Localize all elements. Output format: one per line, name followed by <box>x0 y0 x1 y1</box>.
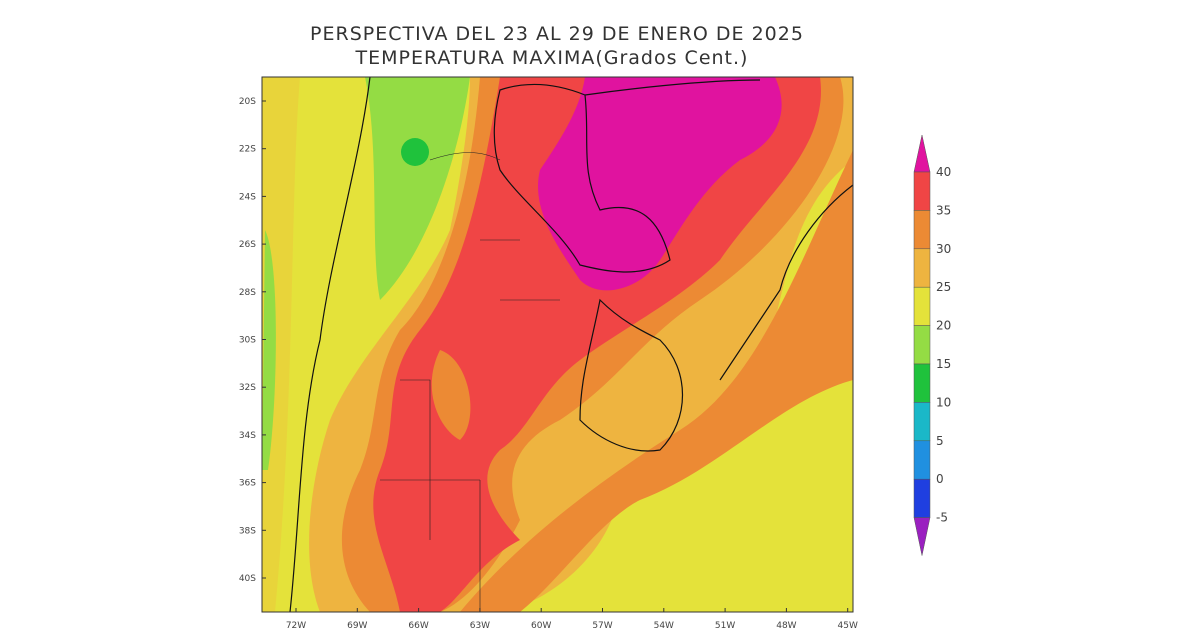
subtitle: TEMPERATURA MAXIMA(Grados Cent.) <box>355 47 749 69</box>
colorbar-segment <box>913 210 931 250</box>
lat-label: 20S <box>239 97 256 107</box>
lon-label: 48W <box>776 621 796 630</box>
lat-label: 28S <box>239 288 256 298</box>
colorbar-segment <box>913 171 931 211</box>
lat-label: 26S <box>239 240 256 250</box>
lon-label: 63W <box>470 621 490 630</box>
lat-label: 34S <box>239 431 256 441</box>
colorbar-segment <box>913 440 931 480</box>
colorbar-label: 0 <box>936 472 944 486</box>
lon-label: 51W <box>715 621 735 630</box>
colorbar-label: -5 <box>936 511 948 525</box>
colorbar-label: 25 <box>936 280 951 294</box>
colorbar-cap <box>913 134 931 173</box>
colorbar-label: 35 <box>936 203 951 217</box>
colorbar-label: 30 <box>936 242 951 256</box>
colorbar-label: 20 <box>936 319 951 333</box>
lat-axis: 20S 22S 24S 26S 28S 30S 32S 34S 36S 38S 40S <box>239 97 266 584</box>
colorbar-segment <box>913 478 931 518</box>
colorbar-label: 15 <box>936 357 951 371</box>
lat-label: 30S <box>239 336 256 346</box>
colorbar-cap <box>913 517 931 556</box>
lon-label: 69W <box>347 621 367 630</box>
lat-label: 36S <box>239 479 256 489</box>
lat-label: 24S <box>239 192 256 202</box>
colorbar-segment <box>913 363 931 403</box>
lon-label: 57W <box>592 621 612 630</box>
lat-label: 32S <box>239 383 256 393</box>
colorbar-segment <box>913 325 931 365</box>
colorbar-label: 10 <box>936 395 951 409</box>
colorbar-segment <box>913 402 931 442</box>
lon-label: 66W <box>408 621 428 630</box>
lon-label: 54W <box>654 621 674 630</box>
colorbar: 40 35 30 25 20 15 10 5 0 -5 <box>913 134 951 556</box>
lat-label: 40S <box>239 574 256 584</box>
lon-label: 72W <box>286 621 306 630</box>
lat-label: 22S <box>239 145 256 155</box>
colorbar-segment <box>913 286 931 326</box>
lon-axis: 72W 69W 66W 63W 60W 57W 54W 51W 48W 45W <box>286 608 858 630</box>
colorbar-segment <box>913 248 931 288</box>
colorbar-label: 5 <box>936 434 944 448</box>
lat-label: 38S <box>239 526 256 536</box>
lon-label: 45W <box>838 621 858 630</box>
lon-label: 60W <box>531 621 551 630</box>
colorbar-label: 40 <box>936 165 951 179</box>
title: PERSPECTIVA DEL 23 AL 29 DE ENERO DE 202… <box>310 23 804 45</box>
map-frame <box>261 76 854 613</box>
map <box>262 77 853 612</box>
